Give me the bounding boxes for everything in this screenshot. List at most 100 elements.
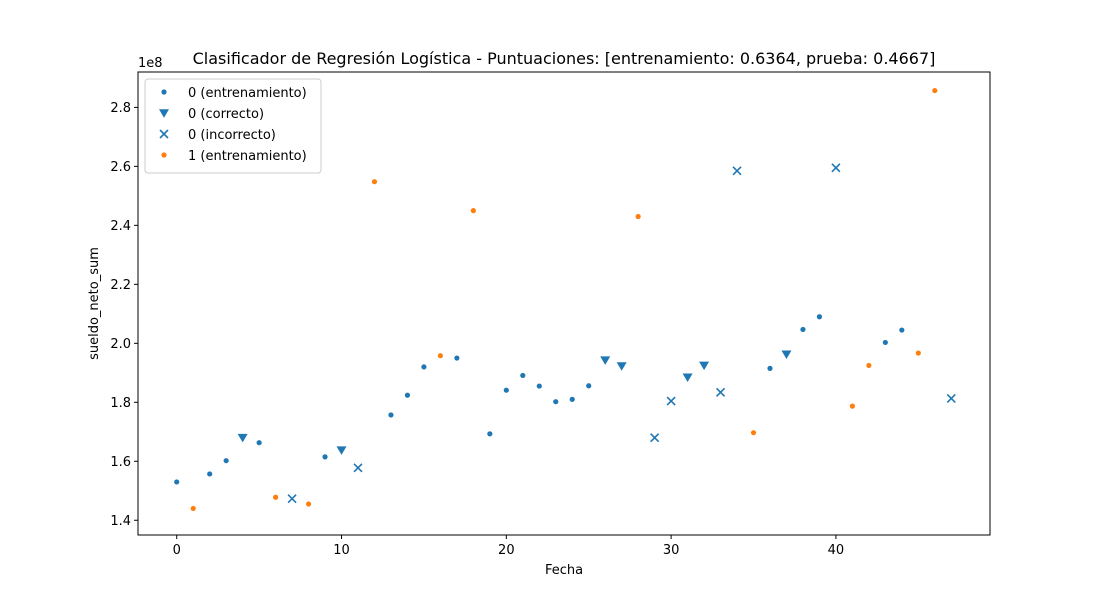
x-axis-ticks: 0 10 20 30 40 bbox=[173, 535, 845, 558]
data-points bbox=[174, 87, 956, 512]
data-point bbox=[781, 350, 792, 359]
data-point bbox=[732, 166, 742, 176]
data-point bbox=[174, 479, 180, 485]
data-point bbox=[536, 383, 542, 389]
data-point bbox=[750, 430, 757, 436]
legend-item: 0 (correcto) bbox=[159, 107, 264, 122]
data-point bbox=[520, 372, 526, 379]
y-tick: 2.4 bbox=[110, 219, 138, 234]
y-tick-label: 2.8 bbox=[110, 101, 131, 116]
data-point bbox=[932, 87, 938, 94]
legend-item: 0 (incorrecto) bbox=[159, 128, 276, 143]
legend-box bbox=[144, 78, 322, 174]
series-1 bbox=[237, 350, 792, 455]
data-point bbox=[699, 361, 710, 371]
y-axis-ticks: 1.4 1.6 1.8 2.0 2.2 2.4 2.6 2.8 bbox=[110, 101, 138, 529]
y-tick-label: 1.8 bbox=[110, 396, 131, 411]
x-tick-label: 20 bbox=[498, 543, 515, 558]
data-point bbox=[437, 353, 444, 359]
data-point bbox=[650, 433, 660, 443]
x-tick-label: 40 bbox=[828, 543, 845, 558]
data-point bbox=[336, 446, 347, 455]
legend-marker bbox=[159, 129, 169, 139]
legend-marker bbox=[161, 152, 167, 158]
data-point bbox=[305, 501, 312, 507]
x-tick-label: 30 bbox=[663, 543, 680, 558]
data-point bbox=[849, 403, 855, 409]
x-tick: 30 bbox=[663, 535, 680, 558]
x-axis-label: Fecha bbox=[545, 563, 583, 578]
data-point bbox=[616, 362, 627, 371]
legend-item: 1 (entrenamiento) bbox=[161, 149, 307, 164]
y-tick-label: 1.6 bbox=[110, 455, 131, 470]
data-point bbox=[635, 213, 641, 220]
data-point bbox=[371, 179, 378, 185]
data-point bbox=[404, 392, 411, 398]
legend-label: 0 (incorrecto) bbox=[188, 128, 276, 143]
data-point bbox=[454, 355, 460, 361]
legend: 0 (entrenamiento) 0 (correcto) 0 (incorrec… bbox=[144, 78, 322, 174]
data-point bbox=[915, 350, 921, 356]
data-point bbox=[353, 463, 363, 473]
legend-label: 0 (entrenamiento) bbox=[188, 86, 307, 101]
data-point bbox=[237, 433, 248, 443]
legend-marker bbox=[161, 89, 167, 95]
data-point bbox=[223, 458, 229, 464]
data-point bbox=[831, 163, 841, 173]
x-tick: 20 bbox=[498, 535, 515, 558]
data-point bbox=[273, 494, 279, 500]
data-point bbox=[816, 314, 823, 320]
data-point bbox=[207, 471, 213, 477]
data-point bbox=[882, 339, 888, 346]
x-tick: 10 bbox=[333, 535, 350, 558]
y-tick: 2.8 bbox=[110, 101, 138, 116]
data-point bbox=[600, 356, 611, 365]
x-tick: 40 bbox=[828, 535, 845, 558]
y-tick-label: 2.4 bbox=[110, 219, 131, 234]
data-point bbox=[287, 494, 297, 504]
data-point bbox=[256, 440, 262, 446]
data-point bbox=[767, 365, 773, 371]
data-point bbox=[586, 383, 592, 389]
legend-label: 1 (entrenamiento) bbox=[188, 149, 307, 164]
data-point bbox=[503, 387, 509, 393]
data-point bbox=[421, 364, 427, 370]
y-tick: 2.2 bbox=[110, 278, 138, 293]
y-tick-label: 2.2 bbox=[110, 278, 131, 293]
data-point bbox=[470, 208, 476, 214]
y-tick: 1.6 bbox=[110, 455, 138, 470]
data-point bbox=[682, 373, 693, 382]
data-point bbox=[487, 431, 493, 437]
y-tick: 1.8 bbox=[110, 396, 138, 411]
y-tick: 2.6 bbox=[110, 160, 138, 175]
x-tick-label: 0 bbox=[173, 543, 181, 558]
data-point bbox=[553, 399, 559, 405]
data-point bbox=[388, 412, 394, 418]
y-tick-label: 2.0 bbox=[110, 337, 131, 352]
data-point bbox=[866, 362, 872, 369]
legend-label: 0 (correcto) bbox=[188, 107, 264, 122]
y-tick-label: 2.6 bbox=[110, 160, 131, 175]
data-point bbox=[800, 326, 806, 333]
x-tick: 0 bbox=[173, 535, 181, 558]
data-point bbox=[715, 387, 726, 397]
data-point bbox=[899, 327, 905, 333]
y-tick-label: 1.4 bbox=[110, 514, 131, 529]
y-tick: 1.4 bbox=[110, 514, 138, 529]
series-3 bbox=[190, 87, 938, 512]
data-point bbox=[190, 505, 196, 512]
y-axis-offset-label: 1e8 bbox=[138, 56, 163, 71]
x-tick-label: 10 bbox=[333, 543, 350, 558]
data-point bbox=[946, 393, 956, 404]
data-point bbox=[322, 454, 328, 460]
y-axis-label: sueldo_neto_sum bbox=[87, 247, 102, 360]
series-0 bbox=[174, 314, 905, 485]
y-tick: 2.0 bbox=[110, 337, 138, 352]
legend-marker bbox=[159, 109, 169, 118]
data-point bbox=[666, 396, 676, 406]
data-point bbox=[569, 396, 575, 402]
legend-item: 0 (entrenamiento) bbox=[161, 86, 307, 101]
chart-title: Clasificador de Regresión Logística - Pu… bbox=[193, 49, 936, 68]
series-2 bbox=[287, 163, 956, 504]
